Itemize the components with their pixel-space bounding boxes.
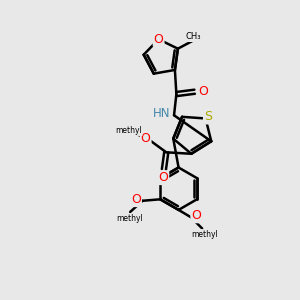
Text: O: O <box>191 209 201 222</box>
Text: O: O <box>141 132 151 145</box>
Text: CH₃: CH₃ <box>186 32 201 41</box>
Text: O: O <box>131 193 141 206</box>
Text: O: O <box>198 85 208 98</box>
Text: HN: HN <box>153 107 170 120</box>
Text: methyl: methyl <box>192 230 218 239</box>
Text: methyl: methyl <box>115 126 142 135</box>
Text: O: O <box>154 33 164 46</box>
Text: methyl: methyl <box>116 214 143 223</box>
Text: S: S <box>204 110 212 124</box>
Text: O: O <box>158 171 168 184</box>
